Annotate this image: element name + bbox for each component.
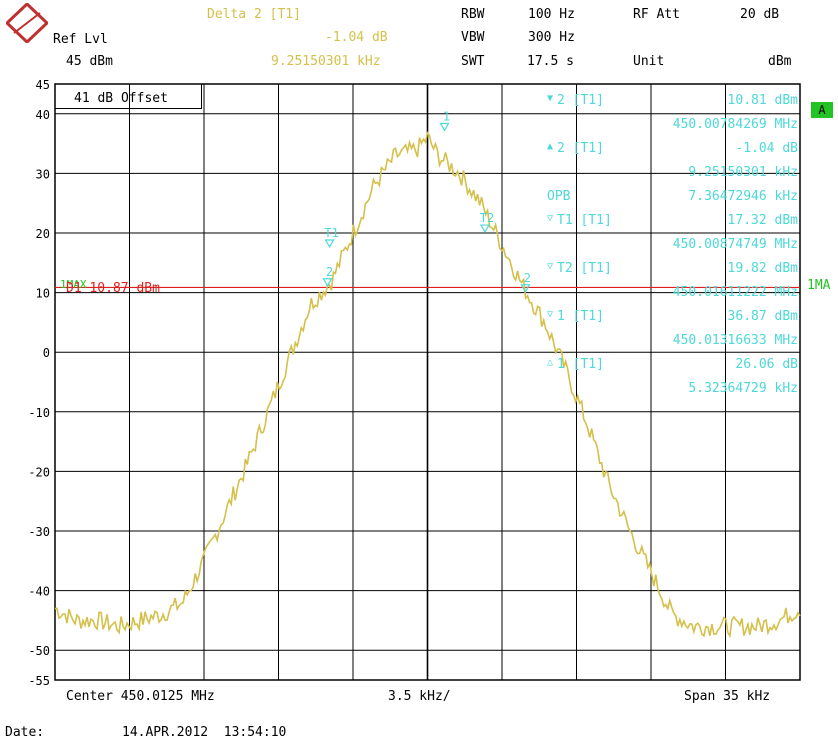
marker-table-symbol: ▽ xyxy=(547,213,554,224)
marker-table-name: 1 [T1] xyxy=(557,309,604,324)
trace-1ma-label: 1MA xyxy=(807,278,831,293)
marker-table-symbol: ▼ xyxy=(547,93,554,104)
marker-table-name: 2 [T1] xyxy=(557,141,604,156)
marker-label: 2 xyxy=(326,265,333,279)
marker-table-value: 450.01316633 MHz xyxy=(672,333,798,348)
marker-symbol xyxy=(439,122,450,132)
center-frequency: Center 450.0125 MHz xyxy=(66,689,215,704)
marker-symbol xyxy=(324,239,335,249)
marker-label: T1 xyxy=(324,226,338,240)
offset-label: 41 dB Offset xyxy=(74,91,168,106)
marker-symbol xyxy=(479,224,491,234)
y-tick-label: -55 xyxy=(28,674,50,688)
display-line-label: D1 10.87 dBm xyxy=(66,281,160,296)
rohde-schwarz-logo xyxy=(6,3,48,43)
marker-table-value: -1.04 dB xyxy=(735,141,798,156)
marker-table-name: OPB xyxy=(547,189,571,204)
trace-1max-label: 1MAX xyxy=(60,278,87,291)
delta-marker-title: Delta 2 [T1] xyxy=(207,7,301,22)
y-tick-label: 30 xyxy=(36,167,50,181)
swt-label: SWT xyxy=(461,54,485,69)
delta-marker-level: -1.04 dB xyxy=(325,30,388,45)
y-tick-label: 40 xyxy=(36,108,50,122)
marker-table-value: 36.87 dBm xyxy=(727,309,798,324)
frequency-per-division: 3.5 kHz/ xyxy=(388,689,451,704)
marker-table-value: 7.36472946 kHz xyxy=(688,189,798,204)
y-tick-label: 45 xyxy=(36,78,50,92)
ref-lvl-label: Ref Lvl xyxy=(53,32,108,47)
y-tick-labels: 45 40 30 20 10 0 -10 -20 -30 -40 -50 -55 xyxy=(28,78,50,688)
rf-att-label: RF Att xyxy=(633,7,680,22)
markers: 1 T1 T2 2 2 xyxy=(322,109,531,294)
y-tick-label: 0 xyxy=(43,346,50,360)
unit-label: Unit xyxy=(633,54,665,69)
date-label: Date: xyxy=(5,725,45,740)
marker-label: T2 xyxy=(480,211,494,225)
y-tick-label: -40 xyxy=(28,585,50,599)
marker-table-value: 9.25150301 kHz xyxy=(688,165,798,180)
vbw-label: VBW xyxy=(461,30,485,45)
y-tick-label: -20 xyxy=(28,465,50,479)
marker-table-name: 2 [T1] xyxy=(557,93,604,108)
y-tick-label: 20 xyxy=(36,227,50,241)
rf-att-value: 20 dB xyxy=(740,7,780,22)
unit-value: dBm xyxy=(768,54,792,69)
marker-table-name: 1 [T1] xyxy=(557,357,604,372)
y-tick-label: -30 xyxy=(28,525,50,539)
marker-table-value: 10.81 dBm xyxy=(727,93,798,108)
marker-symbol xyxy=(322,278,333,287)
date-value: 14.APR.2012 13:54:10 xyxy=(122,725,287,740)
marker-table-value: 17.32 dBm xyxy=(727,213,798,228)
marker-table-symbol: ▽ xyxy=(547,309,554,320)
marker-table-value: 450.01611222 MHz xyxy=(672,285,798,300)
span: Span 35 kHz xyxy=(684,689,771,704)
marker-label: 1 xyxy=(443,109,450,123)
swt-value: 17.5 s xyxy=(527,54,574,69)
y-tick-label: 10 xyxy=(36,287,50,301)
marker-table-value: 26.06 dB xyxy=(735,357,798,372)
marker-table-symbol: ▲ xyxy=(547,141,554,152)
marker-table-value: 450.00874749 MHz xyxy=(672,237,798,252)
rbw-value: 100 Hz xyxy=(528,7,575,22)
delta-marker-frequency: 9.25150301 kHz xyxy=(271,54,381,69)
y-tick-label: -50 xyxy=(28,644,50,658)
spectrum-trace xyxy=(54,131,801,639)
marker-table-name: T1 [T1] xyxy=(557,213,612,228)
marker-symbol xyxy=(520,284,531,294)
grid xyxy=(55,84,800,680)
vbw-value: 300 Hz xyxy=(528,30,575,45)
marker-table-value: 19.82 dBm xyxy=(727,261,798,276)
marker-label: 2 xyxy=(524,271,531,285)
y-tick-label: -10 xyxy=(28,406,50,420)
marker-table-symbol: ▽ xyxy=(547,261,554,272)
trace-a-indicator: A xyxy=(811,102,833,118)
offset-box xyxy=(55,84,202,109)
marker-table-name: T2 [T1] xyxy=(557,261,612,276)
rbw-label: RBW xyxy=(461,7,485,22)
marker-table-value: 5.32364729 kHz xyxy=(688,381,798,396)
marker-table-value: 450.00784269 MHz xyxy=(672,117,798,132)
ref-lvl-value: 45 dBm xyxy=(66,54,113,69)
marker-table-symbol: △ xyxy=(547,357,554,368)
